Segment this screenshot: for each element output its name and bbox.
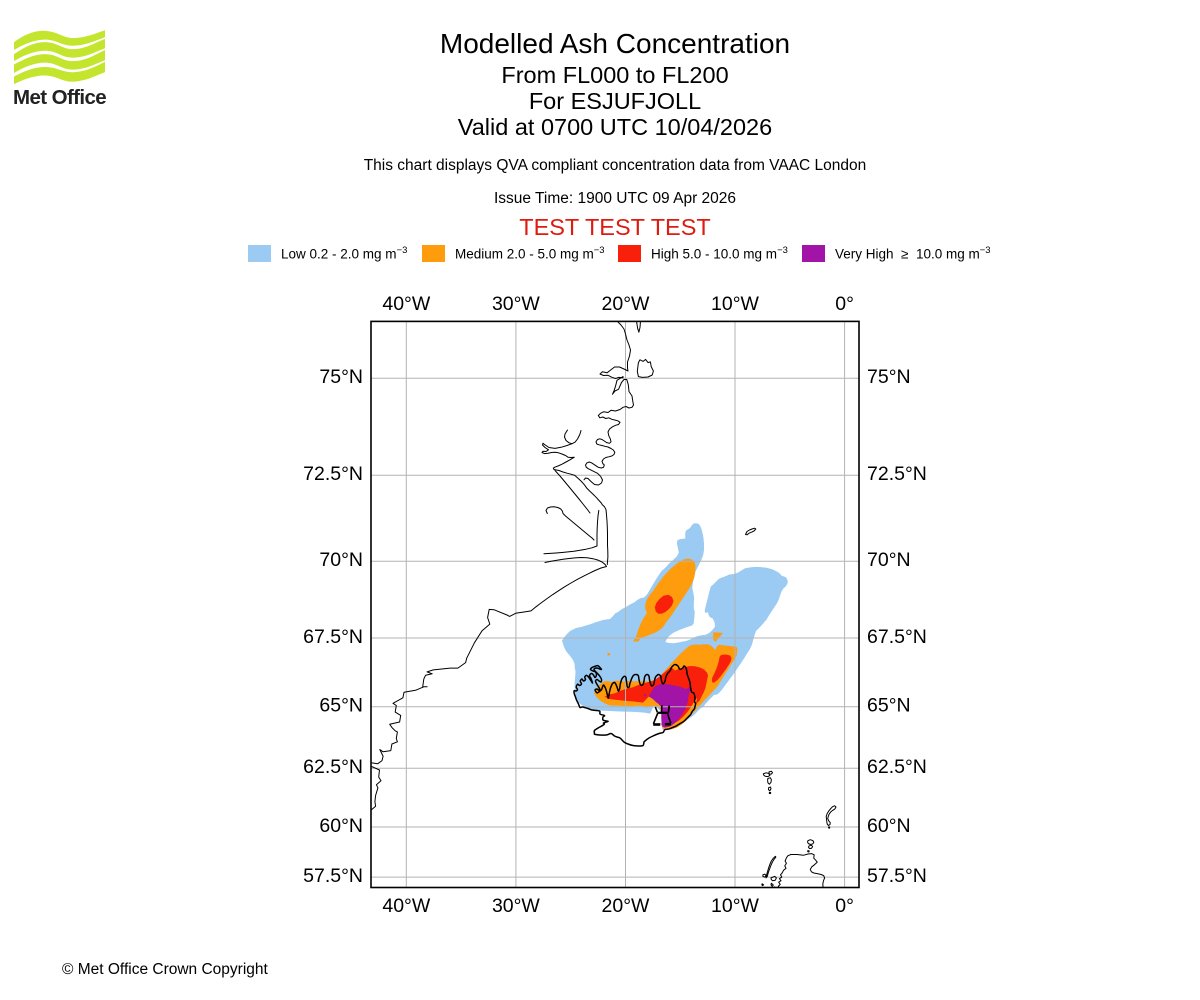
svg-text:72.5°N: 72.5°N — [867, 463, 927, 485]
svg-text:70°N: 70°N — [319, 549, 363, 571]
svg-text:30°W: 30°W — [492, 293, 540, 315]
svg-text:0°: 0° — [835, 293, 854, 315]
svg-text:40°W: 40°W — [382, 895, 430, 917]
svg-text:20°W: 20°W — [602, 895, 650, 917]
svg-text:65°N: 65°N — [867, 695, 911, 717]
svg-text:40°W: 40°W — [382, 293, 430, 315]
svg-text:Met Office: Met Office — [13, 86, 106, 109]
svg-text:57.5°N: 57.5°N — [303, 865, 363, 887]
svg-text:75°N: 75°N — [867, 366, 911, 388]
svg-text:60°N: 60°N — [867, 815, 911, 837]
svg-text:30°W: 30°W — [492, 895, 540, 917]
svg-text:10°W: 10°W — [711, 293, 759, 315]
svg-text:62.5°N: 62.5°N — [867, 756, 927, 778]
svg-text:70°N: 70°N — [867, 549, 911, 571]
svg-text:20°W: 20°W — [602, 293, 650, 315]
svg-text:60°N: 60°N — [319, 815, 363, 837]
svg-text:0°: 0° — [835, 895, 854, 917]
svg-text:72.5°N: 72.5°N — [303, 463, 363, 485]
svg-text:62.5°N: 62.5°N — [303, 756, 363, 778]
svg-text:57.5°N: 57.5°N — [867, 865, 927, 887]
svg-text:65°N: 65°N — [319, 695, 363, 717]
svg-text:67.5°N: 67.5°N — [303, 626, 363, 648]
svg-text:67.5°N: 67.5°N — [867, 626, 927, 648]
svg-text:75°N: 75°N — [319, 366, 363, 388]
svg-text:10°W: 10°W — [711, 895, 759, 917]
